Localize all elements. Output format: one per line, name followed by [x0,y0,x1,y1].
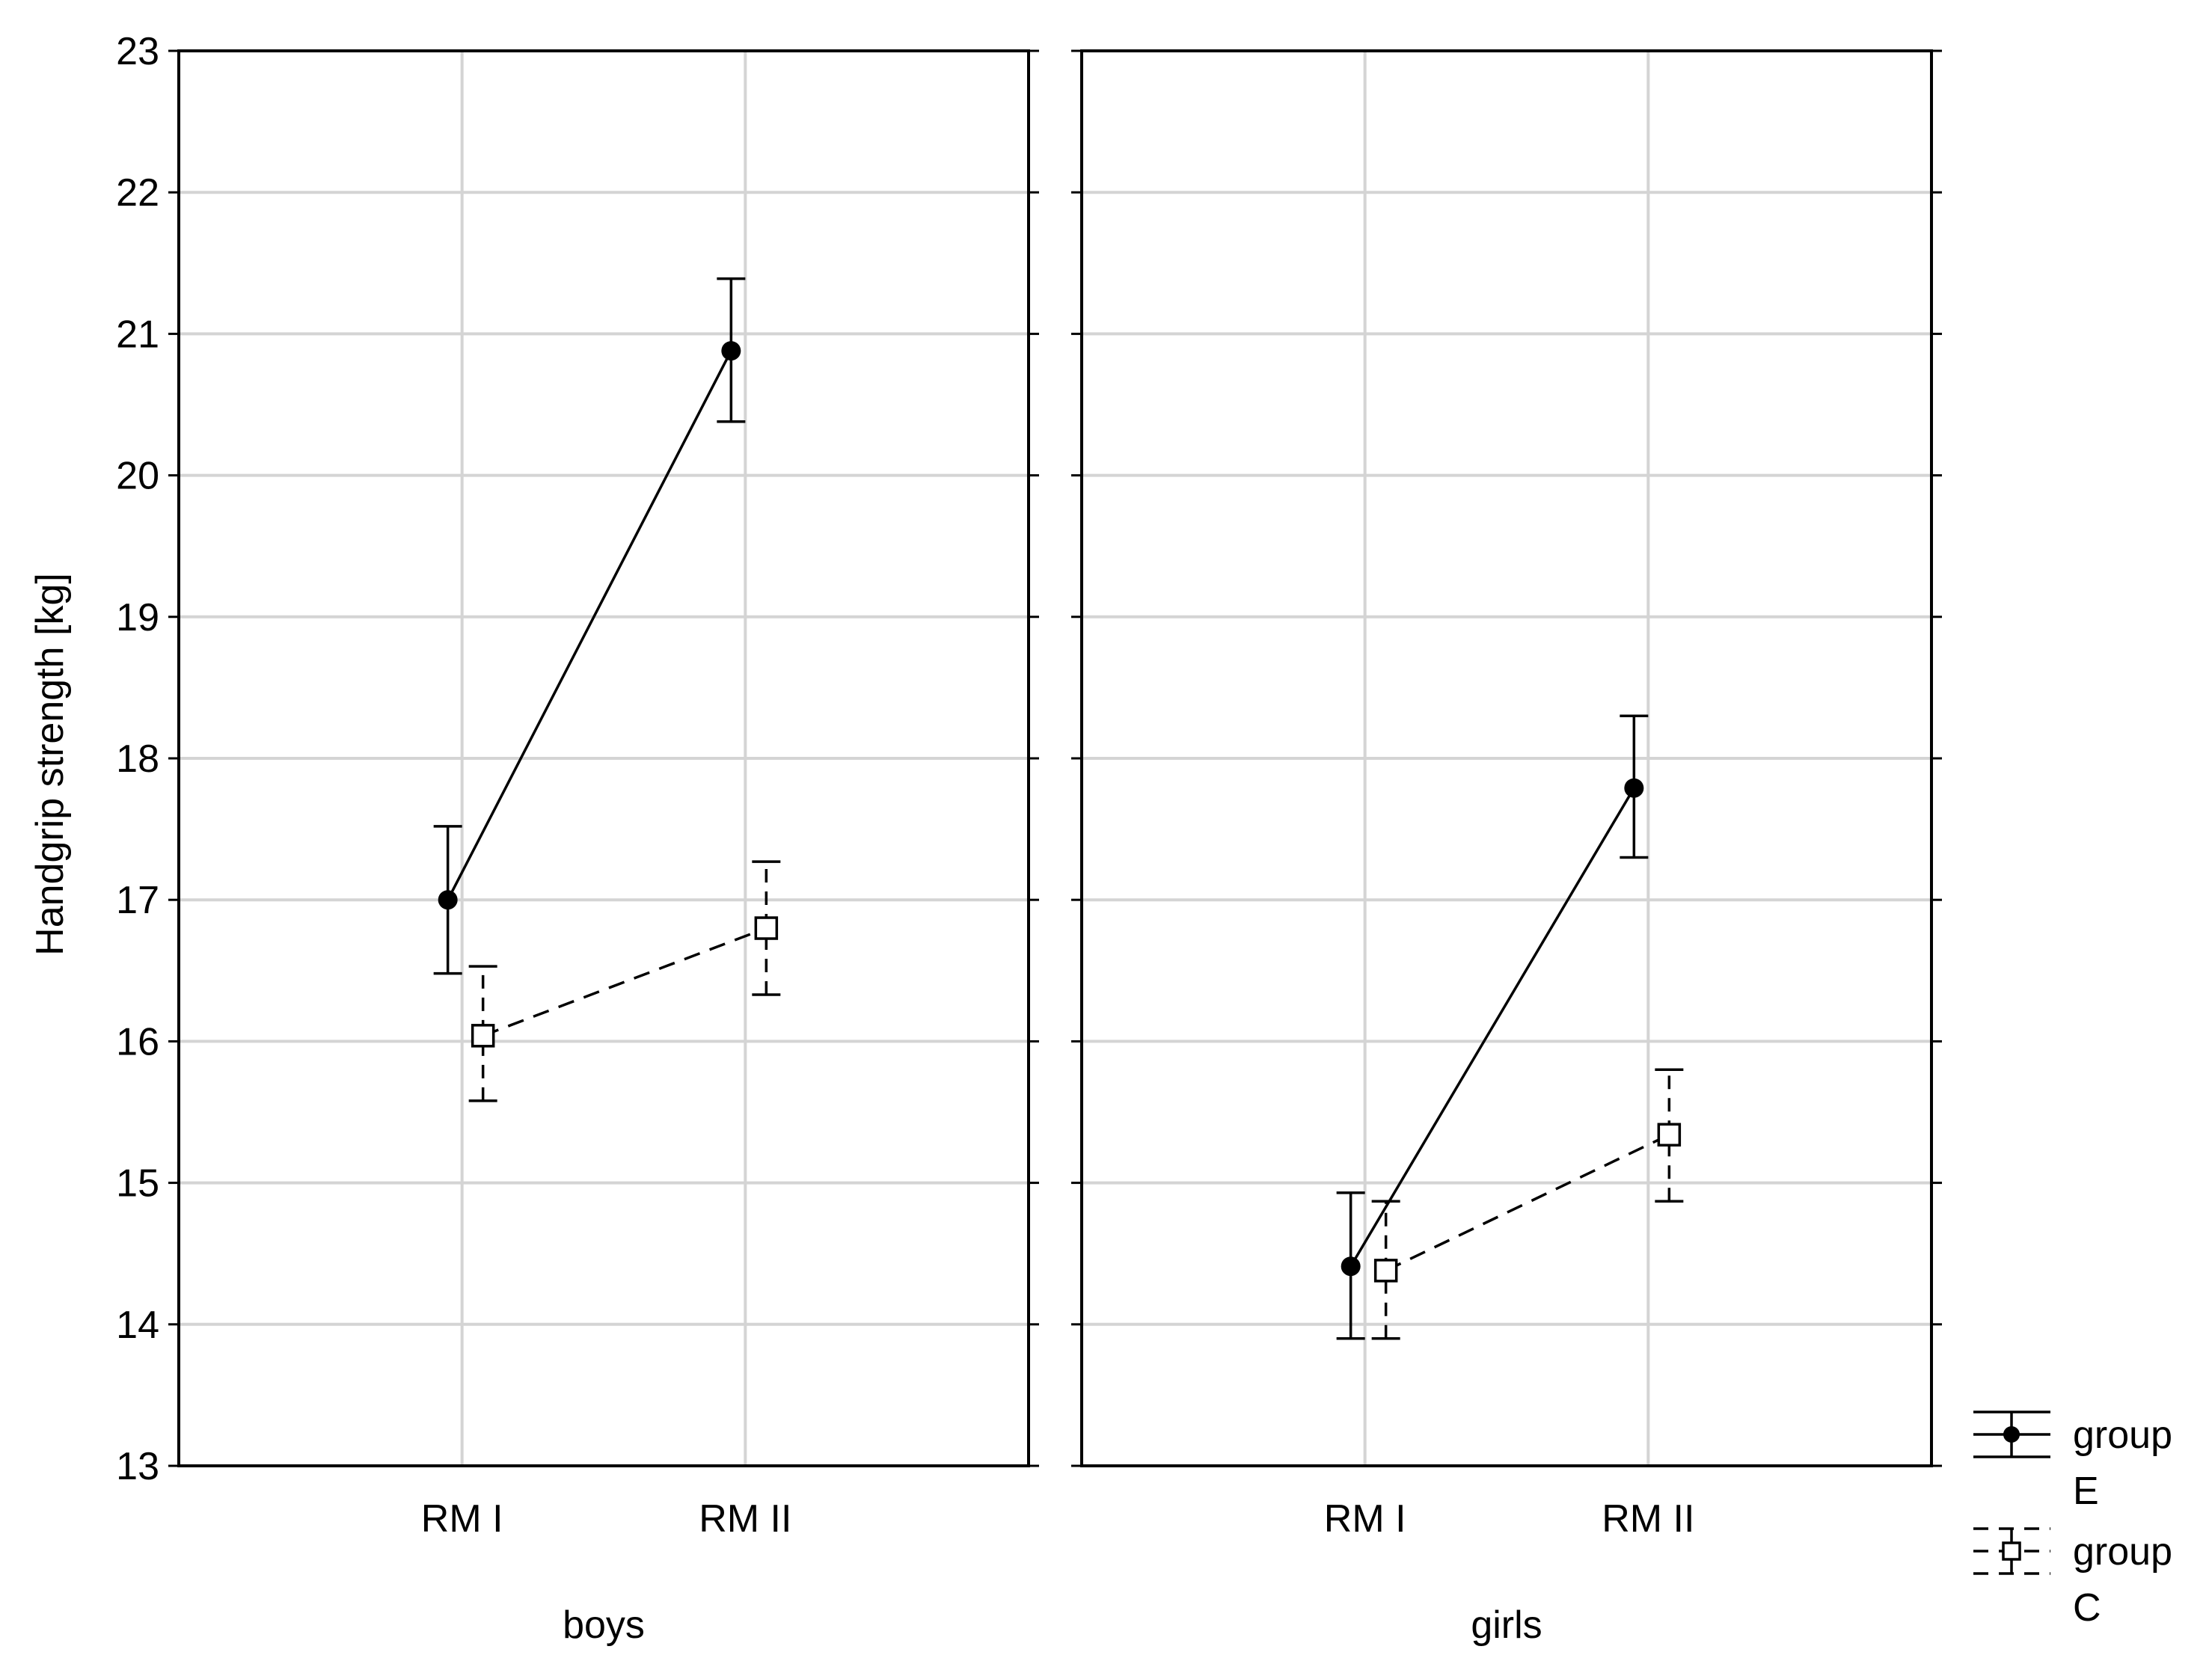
panel-label: girls [1471,1603,1542,1647]
y-tick-label: 19 [116,596,159,639]
y-tick-label: 20 [116,455,159,498]
y-tick-label: 16 [116,1020,159,1063]
y-tick-label: 14 [116,1304,159,1347]
y-tick-label: 18 [116,737,159,781]
legend-label: E [2073,1470,2099,1513]
data-point [721,341,741,361]
data-point [1624,778,1644,798]
x-tick-label: RM II [699,1497,791,1541]
data-point [1373,1259,1398,1283]
legend-label: group [2073,1530,2172,1574]
data-point [471,1024,495,1048]
x-tick-label: RM II [1602,1497,1694,1541]
series-line [482,927,767,1037]
panel-boys: 13 14 15 16 17 18 19 20 21 22 23 RM I RM II boys [116,30,1039,1647]
data-point [1657,1123,1682,1147]
y-tick-label: 22 [116,171,159,215]
legend-marker [2002,1541,2021,1561]
y-tick-label: 21 [116,313,159,356]
data-point [754,916,779,940]
data-point [438,890,458,910]
y-tick-label: 17 [116,879,159,922]
legend-marker [2003,1426,2020,1443]
y-axis-label: Handgrip strength [kg] [28,573,72,956]
data-point [1341,1256,1361,1277]
series-group-e [1336,714,1649,1340]
legend-label: group [2073,1413,2172,1457]
plot-frame [1080,49,1933,1467]
legend-label: C [2073,1586,2101,1630]
series-group-e [433,277,746,975]
plot-frame [177,49,1030,1467]
y-tick-label: 13 [116,1445,159,1488]
series-group-c [468,860,781,1102]
y-tick-label: 15 [116,1162,159,1206]
series-line [447,350,732,901]
panel-girls: RM I RM II girls [1071,49,1942,1647]
y-tick-label: 23 [116,30,159,73]
legend-item: group C [1973,1527,2172,1630]
series-line [1349,787,1635,1268]
legend-item: group E [1973,1410,2172,1513]
x-tick-label: RM I [1324,1497,1406,1541]
panel-label: boys [563,1603,645,1647]
x-tick-label: RM I [421,1497,503,1541]
series-group-c [1371,1068,1684,1340]
